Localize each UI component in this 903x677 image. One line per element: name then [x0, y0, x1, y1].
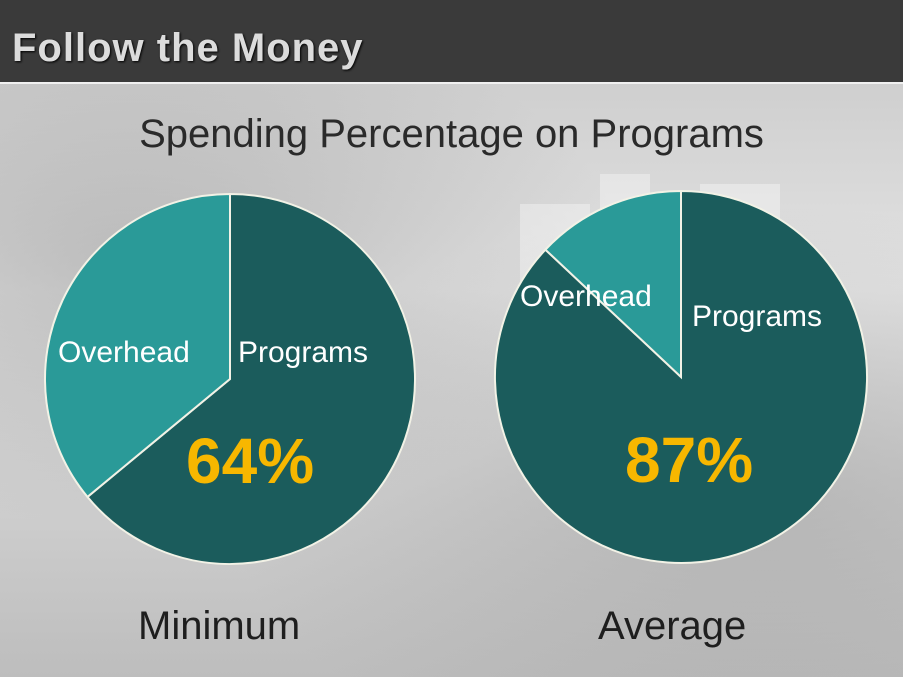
pie-average: Programs Overhead 87%	[494, 189, 868, 564]
label-overhead-average: Overhead	[520, 280, 652, 313]
label-programs-average: Programs	[692, 300, 822, 333]
chart-title: Spending Percentage on Programs	[139, 112, 764, 156]
label-overhead-minimum: Overhead	[58, 336, 190, 369]
percent-minimum: 64%	[186, 425, 314, 497]
label-programs-minimum: Programs	[238, 336, 368, 369]
caption-average: Average	[598, 604, 747, 648]
caption-minimum: Minimum	[138, 604, 301, 648]
header-bar: Follow the Money	[0, 0, 903, 84]
slice-overhead-minimum	[44, 192, 231, 499]
pie-minimum: Programs Overhead 64%	[44, 192, 416, 565]
percent-average: 87%	[625, 424, 753, 496]
slice-programs-minimum	[86, 192, 416, 565]
page-title: Follow the Money	[12, 26, 364, 70]
slice-overhead-average	[543, 189, 682, 380]
